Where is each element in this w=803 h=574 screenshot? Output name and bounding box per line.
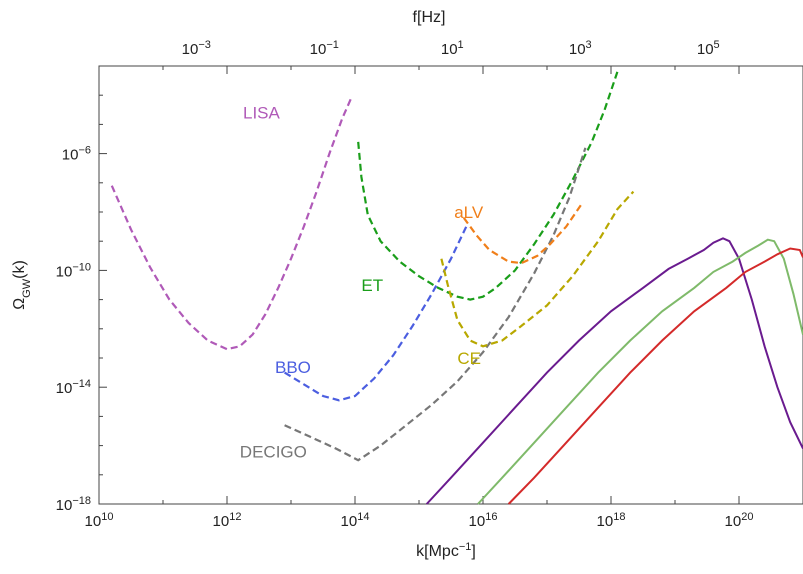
y-axis-title: ΩGW(k): [11, 260, 33, 310]
x-tick-label: 1016: [469, 511, 498, 530]
axis-ticks: 1010 1012 1014 1016 1018 1020 10−3 10−1 101 103 10…: [56, 39, 803, 530]
x2-tick-label: 101: [441, 39, 464, 58]
signal-curve-1: [425, 237, 803, 505]
label-lisa: LISA: [243, 104, 281, 123]
x-tick-label: 1020: [725, 511, 754, 530]
signal-curve-2: [477, 238, 803, 505]
y-tick-label: 10−18: [56, 495, 91, 514]
curve-decigo: [284, 147, 587, 462]
curve-ce: [440, 190, 635, 348]
curve-lisa: [110, 96, 353, 351]
signal-curves: [425, 237, 803, 505]
label-et: ET: [361, 276, 383, 295]
y-tick-label: 10−10: [56, 261, 91, 280]
curve-et: [357, 71, 619, 301]
x-tick-label: 1014: [341, 511, 370, 530]
x-tick-label: 1018: [597, 511, 626, 530]
x2-tick-label: 10−3: [182, 39, 211, 58]
label-alv: aLV: [454, 203, 484, 222]
curve-bbo: [284, 224, 468, 402]
x2-axis-title: f[Hz]: [413, 9, 446, 26]
detector-curves: [110, 71, 635, 462]
detector-labels: LISA ET BBO DECIGO aLV CE: [240, 104, 484, 462]
y-tick-label: 10−14: [56, 378, 91, 397]
x-tick-label: 1012: [213, 511, 242, 530]
curve-alv: [462, 202, 584, 265]
x2-tick-label: 103: [569, 39, 592, 58]
y-tick-label: 10−6: [62, 145, 91, 164]
x-tick-label: 1010: [85, 511, 114, 530]
x2-tick-label: 10−1: [310, 39, 339, 58]
label-bbo: BBO: [275, 358, 311, 377]
label-ce: CE: [457, 349, 481, 368]
signal-curve-3: [507, 247, 803, 505]
label-decigo: DECIGO: [240, 442, 307, 461]
x-axis-title: k[Mpc−1]: [416, 541, 476, 560]
plot-frame: [98, 65, 803, 505]
x2-tick-label: 105: [697, 39, 720, 58]
